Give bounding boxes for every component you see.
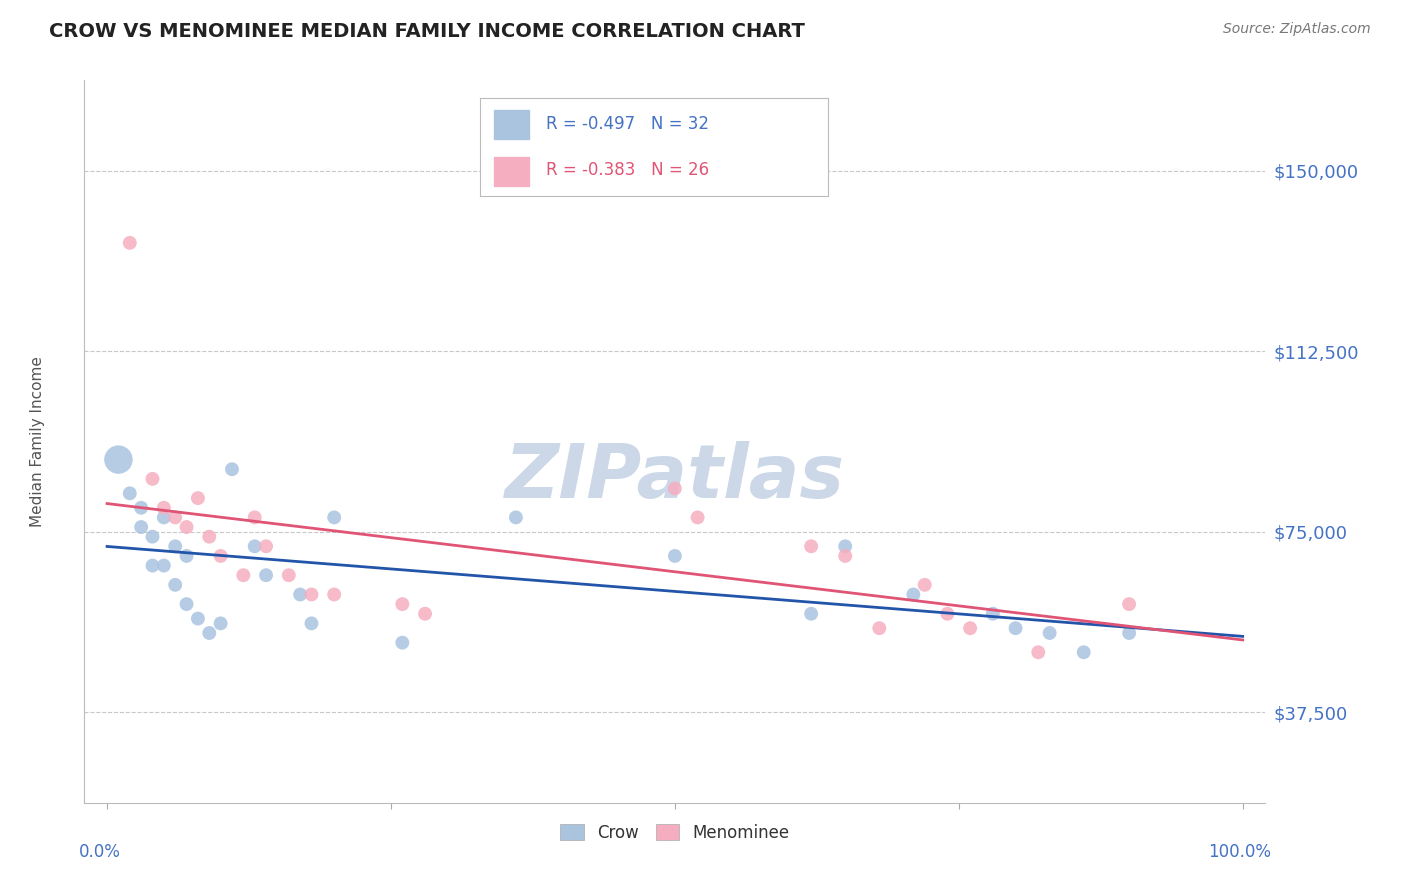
Point bbox=[301, 587, 323, 601]
Point bbox=[834, 539, 856, 553]
Point bbox=[209, 616, 232, 631]
Point bbox=[141, 558, 163, 573]
Text: 100.0%: 100.0% bbox=[1208, 843, 1271, 861]
Point bbox=[153, 558, 176, 573]
Point bbox=[664, 482, 686, 496]
Point bbox=[141, 472, 163, 486]
Point bbox=[176, 549, 198, 563]
Point bbox=[800, 607, 823, 621]
Point bbox=[1118, 597, 1140, 611]
Point bbox=[141, 530, 163, 544]
Point bbox=[1073, 645, 1095, 659]
Point bbox=[187, 491, 209, 505]
Point bbox=[1039, 626, 1062, 640]
Legend: Crow, Menominee: Crow, Menominee bbox=[554, 817, 796, 848]
Point bbox=[153, 510, 176, 524]
Point bbox=[914, 578, 936, 592]
Point bbox=[391, 635, 413, 649]
Point bbox=[243, 539, 266, 553]
Point bbox=[981, 607, 1004, 621]
Point bbox=[118, 235, 141, 250]
Point bbox=[129, 500, 152, 515]
Point bbox=[800, 539, 823, 553]
Point bbox=[301, 616, 323, 631]
Point bbox=[868, 621, 890, 635]
Point bbox=[198, 530, 221, 544]
Point bbox=[1026, 645, 1049, 659]
Point bbox=[129, 520, 152, 534]
Point bbox=[323, 587, 346, 601]
Point bbox=[254, 568, 277, 582]
Point bbox=[664, 549, 686, 563]
Point bbox=[391, 597, 413, 611]
Point bbox=[118, 486, 141, 500]
Point bbox=[153, 500, 176, 515]
Text: Source: ZipAtlas.com: Source: ZipAtlas.com bbox=[1223, 22, 1371, 37]
Point bbox=[505, 510, 527, 524]
Text: ZIPatlas: ZIPatlas bbox=[505, 442, 845, 514]
Point bbox=[165, 510, 187, 524]
Point bbox=[686, 510, 709, 524]
Point bbox=[959, 621, 981, 635]
Point bbox=[243, 510, 266, 524]
Point bbox=[834, 549, 856, 563]
Point bbox=[209, 549, 232, 563]
Point bbox=[221, 462, 243, 476]
Point bbox=[165, 578, 187, 592]
Point bbox=[176, 520, 198, 534]
Point bbox=[176, 597, 198, 611]
Point bbox=[232, 568, 254, 582]
Point bbox=[277, 568, 299, 582]
Point bbox=[198, 626, 221, 640]
Text: 0.0%: 0.0% bbox=[79, 843, 121, 861]
Text: Median Family Income: Median Family Income bbox=[30, 356, 45, 527]
Point bbox=[165, 539, 187, 553]
Point bbox=[903, 587, 925, 601]
Point bbox=[254, 539, 277, 553]
Text: CROW VS MENOMINEE MEDIAN FAMILY INCOME CORRELATION CHART: CROW VS MENOMINEE MEDIAN FAMILY INCOME C… bbox=[49, 22, 806, 41]
Point bbox=[936, 607, 959, 621]
Point bbox=[323, 510, 346, 524]
Point bbox=[107, 452, 129, 467]
Point bbox=[1004, 621, 1026, 635]
Point bbox=[413, 607, 436, 621]
Point bbox=[1118, 626, 1140, 640]
Point bbox=[288, 587, 311, 601]
Point bbox=[187, 611, 209, 625]
